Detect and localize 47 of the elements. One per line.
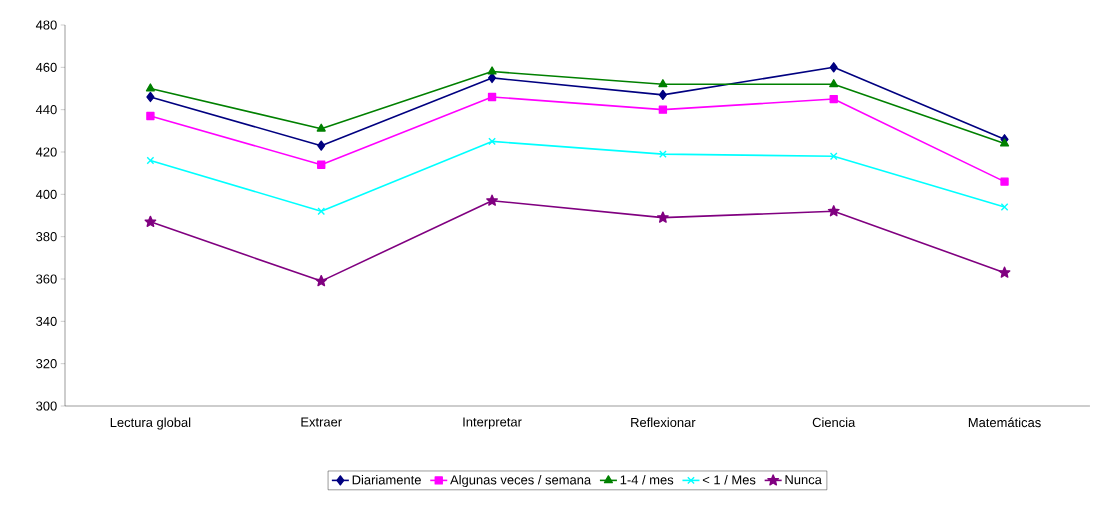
x-tick-label: Interpretar bbox=[463, 417, 522, 430]
x-tick-label: Lectura global bbox=[110, 417, 191, 430]
point bbox=[829, 152, 838, 161]
point bbox=[656, 211, 669, 223]
point bbox=[487, 66, 497, 75]
legend-label: < 1 / Mes bbox=[702, 474, 756, 485]
y-tick-label: 480 bbox=[35, 20, 57, 30]
point bbox=[658, 79, 668, 88]
point bbox=[1000, 177, 1009, 186]
point bbox=[999, 138, 1010, 147]
y-tick-label: 440 bbox=[35, 105, 57, 115]
point bbox=[487, 92, 497, 102]
x-tick-label: Matemáticas bbox=[968, 417, 1041, 428]
point bbox=[317, 160, 326, 169]
legend-label: Algunas veces / semana bbox=[450, 474, 592, 488]
y-tick-label: 380 bbox=[36, 232, 57, 242]
y-tick-label: 300 bbox=[36, 401, 57, 411]
legend-label: Diariamente bbox=[352, 474, 421, 485]
point bbox=[317, 140, 326, 151]
y-tick-label: 360 bbox=[36, 274, 57, 284]
point bbox=[317, 207, 326, 216]
point bbox=[998, 266, 1011, 278]
point bbox=[145, 83, 155, 92]
point bbox=[315, 274, 328, 287]
y-tick-label: 420 bbox=[35, 147, 57, 157]
y-tick-label: 320 bbox=[36, 359, 57, 369]
point bbox=[486, 194, 498, 206]
y-tick-label: 460 bbox=[35, 62, 57, 72]
point bbox=[659, 150, 667, 158]
x-tick-label: Extraer bbox=[301, 417, 342, 427]
x-tick-label: Ciencia bbox=[812, 417, 856, 427]
point bbox=[658, 89, 667, 101]
point bbox=[144, 215, 157, 227]
point bbox=[829, 62, 838, 73]
point bbox=[146, 156, 155, 165]
point bbox=[146, 91, 155, 103]
y-tick-label: 400 bbox=[35, 189, 57, 199]
legend-label: 1-4 / mes bbox=[620, 474, 674, 485]
y-tick-label: 340 bbox=[36, 316, 57, 326]
point bbox=[146, 111, 155, 121]
point bbox=[658, 105, 668, 114]
point bbox=[827, 205, 840, 217]
point bbox=[316, 123, 326, 132]
x-tick-label: Reflexionar bbox=[631, 417, 696, 427]
point bbox=[829, 79, 839, 88]
legend-label: Nunca bbox=[785, 475, 822, 485]
point bbox=[829, 94, 838, 104]
